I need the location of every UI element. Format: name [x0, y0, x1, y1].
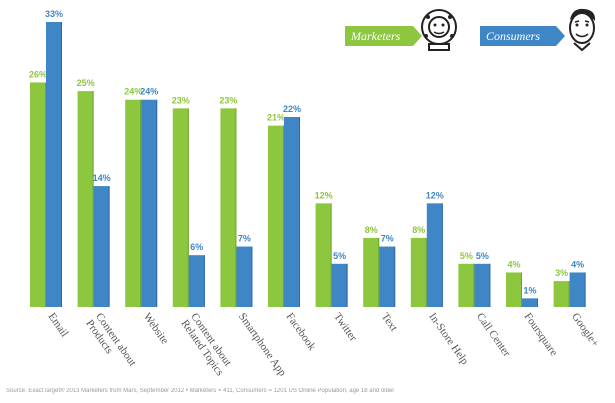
bar-consumers-4	[236, 246, 253, 307]
bar-consumers-10	[522, 298, 538, 307]
value-label-consumers-2: 24%	[140, 87, 158, 97]
category-label-1: Content aboutProducts	[83, 311, 138, 376]
category-label-11: Google+	[569, 311, 601, 349]
category-label-7: Text	[379, 311, 400, 334]
value-label-marketers-0: 26%	[29, 69, 47, 79]
bar-marketers-10	[506, 272, 522, 307]
value-label-marketers-10: 4%	[507, 259, 520, 269]
category-label-3: Content aboutRelated Topics	[179, 311, 236, 378]
bar-marketers-2	[125, 99, 142, 308]
value-label-marketers-9: 5%	[460, 251, 473, 261]
value-label-consumers-7: 7%	[381, 234, 394, 244]
bar-marketers-4	[220, 108, 237, 307]
bar-marketers-3	[172, 108, 189, 307]
value-label-consumers-1: 14%	[93, 173, 111, 183]
category-label-2: Website	[141, 311, 171, 347]
value-label-consumers-11: 4%	[571, 259, 584, 269]
bar-consumers-3	[188, 255, 205, 307]
bar-marketers-6	[315, 203, 332, 307]
man-face-icon	[562, 6, 602, 57]
bar-marketers-1	[77, 91, 94, 307]
legend-consumers-label: Consumers	[486, 29, 541, 43]
value-label-marketers-5: 21%	[267, 113, 285, 123]
category-label-10: Foursquare	[522, 311, 560, 359]
value-label-marketers-6: 12%	[315, 190, 333, 200]
bar-consumers-7	[379, 246, 396, 307]
bar-marketers-8	[410, 237, 427, 307]
value-label-marketers-1: 25%	[77, 78, 95, 88]
bar-consumers-2	[141, 99, 158, 308]
value-label-marketers-4: 23%	[219, 95, 237, 105]
value-label-consumers-4: 7%	[238, 234, 251, 244]
bar-consumers-5	[284, 117, 300, 307]
legend-marketers-label: Marketers	[351, 29, 401, 43]
helmet-face-icon	[419, 6, 459, 57]
value-label-marketers-7: 8%	[365, 225, 378, 235]
bar-marketers-0	[30, 82, 46, 307]
legend-marketers: Marketers	[345, 26, 422, 46]
legend-consumers: Consumers	[480, 26, 565, 46]
bar-consumers-0	[46, 22, 62, 307]
category-label-5: Facebook	[284, 311, 319, 353]
bar-consumers-8	[426, 203, 443, 307]
value-label-marketers-2: 24%	[124, 87, 142, 97]
bar-consumers-9	[474, 263, 491, 307]
value-label-consumers-5: 22%	[283, 104, 301, 114]
category-label-6: Twitter	[331, 311, 359, 344]
category-label-8: In-Store Help	[426, 311, 471, 368]
value-label-consumers-10: 1%	[523, 285, 536, 295]
value-label-consumers-8: 12%	[426, 190, 444, 200]
value-label-consumers-9: 5%	[476, 251, 489, 261]
bar-marketers-9	[458, 263, 475, 307]
bar-marketers-7	[363, 237, 380, 307]
value-label-consumers-0: 33%	[45, 9, 63, 19]
bar-consumers-11	[569, 272, 586, 307]
source-note: Source: ExactTarget® 2013 Marketers from…	[6, 388, 395, 394]
category-label-9: Call Center	[474, 311, 513, 359]
value-label-consumers-6: 5%	[333, 251, 346, 261]
category-label-0: Email	[46, 311, 71, 339]
value-label-consumers-3: 6%	[190, 242, 203, 252]
value-label-marketers-8: 8%	[412, 225, 425, 235]
value-label-marketers-3: 23%	[172, 95, 190, 105]
bar-marketers-11	[553, 281, 570, 307]
bar-consumers-6	[331, 263, 348, 307]
value-label-marketers-11: 3%	[555, 268, 568, 278]
bar-consumers-1	[93, 186, 110, 307]
category-label-4: Smartphone App	[236, 311, 289, 379]
bar-marketers-5	[268, 125, 284, 308]
